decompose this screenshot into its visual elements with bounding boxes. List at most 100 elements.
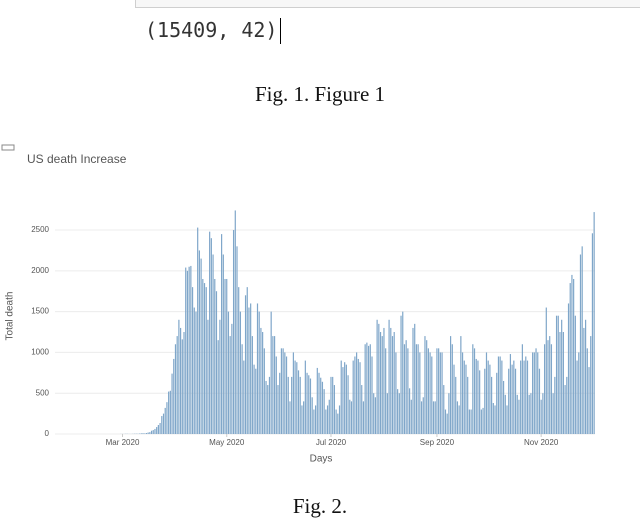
bar (484, 368, 486, 434)
bar (246, 287, 248, 434)
bar (227, 311, 230, 434)
bar (164, 407, 166, 434)
bar (402, 311, 404, 434)
bar (583, 327, 585, 434)
bar (209, 231, 211, 434)
bar (321, 381, 324, 434)
bar (427, 348, 429, 434)
bar (250, 303, 252, 434)
bar (251, 336, 253, 434)
bar (514, 368, 517, 434)
bar (309, 378, 312, 434)
figure-caption: Fig. 2. (292, 494, 348, 518)
bar (174, 344, 177, 434)
bar (241, 344, 243, 434)
bar (161, 416, 163, 434)
bar (492, 402, 494, 434)
text-cursor (280, 18, 281, 44)
bar (571, 274, 573, 434)
bar (325, 409, 327, 434)
bar (381, 336, 383, 434)
bar (511, 364, 513, 434)
bar (243, 360, 245, 434)
bar (562, 332, 564, 434)
bar (193, 307, 195, 434)
bar (374, 397, 377, 434)
bar (588, 367, 590, 434)
bar (238, 287, 240, 434)
bar (525, 356, 527, 434)
bar (501, 360, 503, 434)
bar (456, 401, 459, 434)
bar (513, 360, 515, 434)
bar (168, 391, 170, 434)
bar (460, 336, 462, 434)
bar (140, 433, 142, 434)
bar (518, 399, 520, 434)
bar (178, 319, 180, 434)
bar (159, 422, 161, 434)
bar (263, 348, 265, 434)
bar (461, 352, 464, 434)
bar (349, 399, 351, 434)
bar (569, 283, 571, 434)
bar (296, 362, 298, 434)
bar (441, 352, 443, 434)
bar (200, 258, 202, 434)
bar (183, 332, 185, 434)
bar (366, 342, 368, 434)
bar (362, 401, 365, 434)
bar (506, 405, 508, 434)
bar (434, 401, 436, 434)
bar (198, 250, 200, 434)
bar (491, 376, 493, 434)
bar (586, 348, 588, 434)
bar (386, 393, 388, 434)
bar (432, 401, 435, 434)
bar (443, 385, 445, 434)
bar (234, 210, 236, 434)
x-tick-label: Sep 2020 (420, 438, 455, 447)
bar (335, 409, 337, 434)
bar (438, 348, 440, 434)
bar (415, 344, 418, 434)
bar (538, 368, 541, 434)
bar (332, 376, 334, 434)
bar (552, 393, 554, 434)
bar (557, 315, 559, 434)
bar (229, 336, 231, 434)
bar (357, 358, 359, 434)
bar (330, 376, 332, 434)
bar (419, 352, 421, 434)
bar (509, 354, 512, 434)
bar (181, 339, 183, 434)
bar (210, 238, 212, 434)
bar (369, 344, 371, 434)
bar (215, 291, 218, 434)
bar (528, 394, 530, 434)
bar (550, 344, 553, 434)
bar (444, 409, 447, 434)
bar (316, 367, 318, 434)
bar (559, 332, 561, 434)
bar (532, 352, 534, 434)
x-tick-label: May 2020 (209, 438, 245, 447)
bar (485, 352, 488, 434)
bar (284, 352, 286, 434)
bar (566, 376, 568, 434)
bar (337, 413, 339, 434)
bar (549, 336, 551, 434)
bar (533, 352, 535, 434)
bar (393, 332, 395, 434)
bar (574, 315, 576, 434)
bar (152, 430, 154, 434)
bar (390, 327, 392, 434)
bar (414, 323, 416, 434)
bar (248, 307, 250, 434)
code-cell[interactable] (135, 0, 640, 8)
bar (191, 287, 194, 434)
toolbar-icon[interactable] (1, 144, 15, 151)
bar (504, 394, 506, 434)
bar (364, 344, 366, 434)
bar (294, 360, 296, 434)
